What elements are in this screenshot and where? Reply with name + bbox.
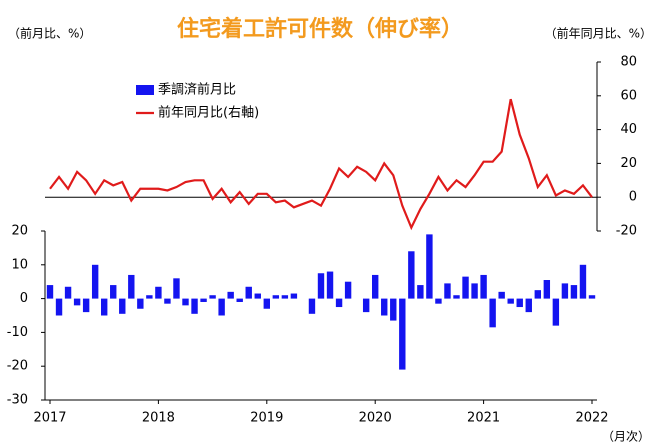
x-tick-label: 2021: [467, 411, 500, 426]
bar: [579, 264, 587, 299]
x-tick-label: 2022: [575, 411, 608, 426]
bar: [254, 293, 261, 299]
bar: [390, 298, 397, 321]
bar: [462, 276, 469, 299]
bar: [82, 298, 90, 313]
y-tick-label: -30: [7, 393, 28, 408]
x-tick-label: 2019: [250, 411, 283, 426]
legend-label: 季調済前月比: [158, 82, 236, 98]
bar: [453, 295, 460, 299]
bar: [552, 298, 560, 326]
y2-axis-label: （前年同月比、%）: [545, 26, 652, 41]
bar: [435, 298, 442, 304]
x-tick-label: 2018: [142, 411, 175, 426]
bar: [101, 298, 108, 316]
chart-title: 住宅着工許可件数（伸び率）: [177, 16, 463, 42]
bar: [46, 285, 54, 299]
y-axis-label: （前月比、%）: [8, 26, 91, 41]
bar: [308, 298, 316, 314]
bar: [209, 295, 216, 299]
bar: [137, 298, 144, 309]
bar: [227, 291, 234, 299]
bar: [73, 298, 81, 306]
y2-tick-label: 0: [629, 190, 637, 205]
y2-tick-label: -20: [616, 224, 637, 239]
bar: [173, 278, 180, 299]
x-axis-label: （月次）: [602, 430, 650, 444]
bar: [399, 298, 406, 370]
y2-tick-label: 20: [620, 156, 637, 171]
bar: [191, 298, 198, 314]
bar: [245, 286, 252, 299]
bar: [281, 295, 289, 299]
bar: [498, 291, 505, 299]
bar: [290, 293, 298, 299]
line: [49, 98, 593, 231]
bar: [317, 273, 325, 299]
bar: [516, 298, 523, 308]
y-tick-label: 10: [11, 257, 28, 272]
bar: [335, 298, 343, 308]
bar: [182, 298, 189, 306]
bar: [471, 283, 478, 299]
bar: [480, 274, 487, 299]
x-tick-label: 2017: [33, 411, 66, 426]
bar: [146, 295, 153, 299]
y-tick-label: -10: [7, 325, 28, 340]
legend-label: 前年同月比(右軸): [158, 105, 259, 121]
bar: [588, 295, 596, 299]
bar: [417, 285, 424, 299]
bar: [263, 298, 270, 309]
bar: [507, 298, 514, 304]
bar: [534, 290, 541, 299]
y-tick-label: 20: [11, 224, 28, 239]
bar: [408, 251, 415, 299]
bar: [272, 295, 280, 299]
x-tick-label: 2020: [359, 411, 392, 426]
bar: [362, 298, 370, 313]
bar: [110, 285, 117, 299]
bar: [164, 298, 171, 304]
y2-tick-label: 80: [620, 55, 637, 70]
bar: [218, 298, 225, 316]
bar: [128, 274, 135, 299]
bar: [200, 298, 207, 302]
bar: [344, 281, 352, 299]
bar: [64, 286, 72, 299]
bar: [55, 298, 63, 316]
bar: [119, 298, 126, 314]
bar: [426, 234, 433, 299]
bar: [525, 298, 532, 313]
y2-tick-label: 40: [620, 122, 637, 137]
bar: [570, 285, 578, 299]
bar: [381, 298, 388, 316]
bar: [543, 280, 551, 299]
y-tick-label: 0: [20, 291, 28, 306]
bar: [91, 264, 99, 299]
y2-tick-label: 60: [620, 88, 637, 103]
bar: [489, 298, 496, 328]
bar: [561, 283, 569, 299]
bar: [372, 274, 379, 299]
bar: [236, 298, 243, 302]
bar: [444, 283, 451, 299]
bar: [326, 271, 334, 299]
y-tick-label: -20: [7, 359, 28, 374]
legend-swatch: [136, 85, 154, 95]
bar: [155, 286, 162, 299]
